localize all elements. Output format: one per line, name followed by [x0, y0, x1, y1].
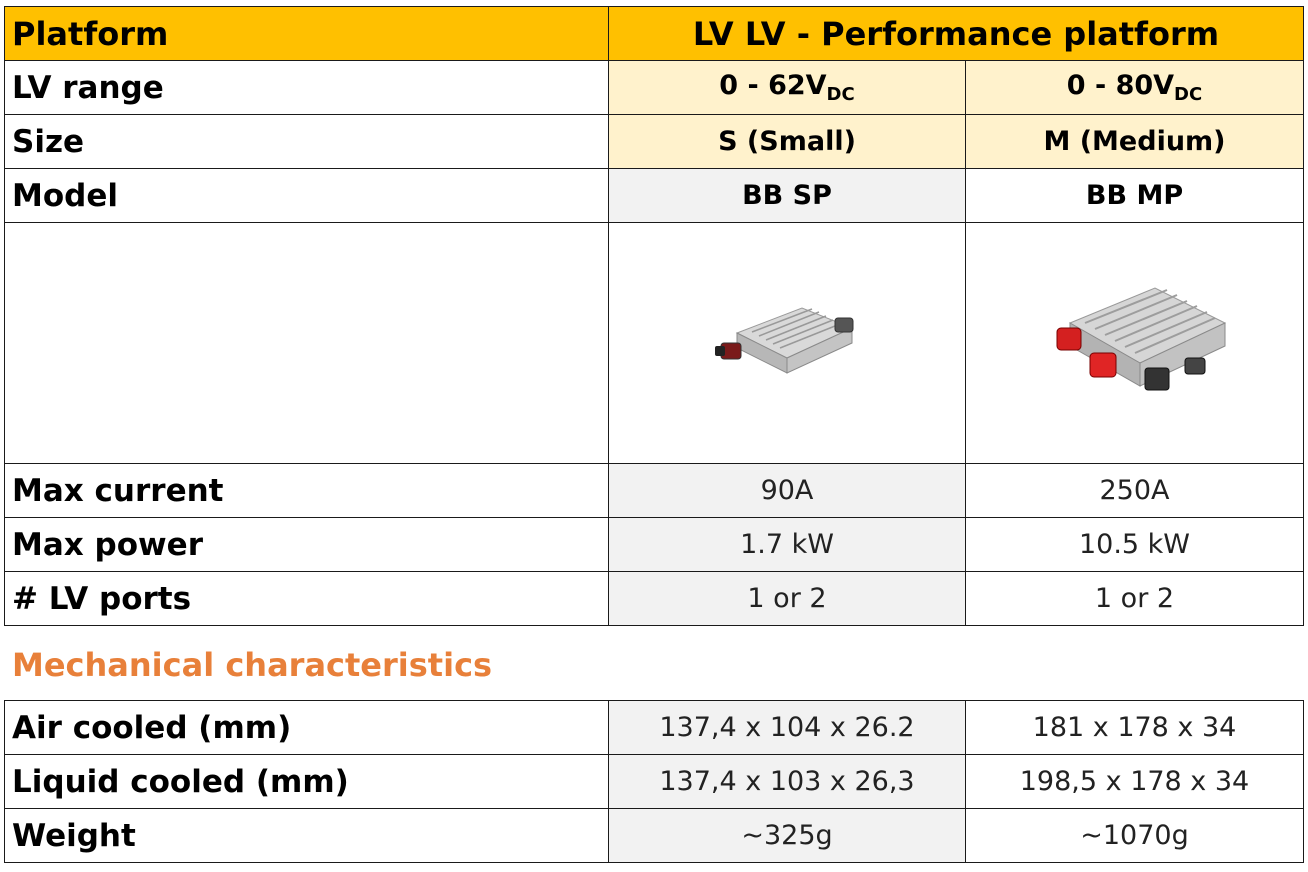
liquid-cooled-row: Liquid cooled (mm) 137,4 x 103 x 26,3 19… — [4, 754, 1304, 809]
weight-s: ~325g — [608, 808, 966, 863]
image-s-cell — [608, 222, 966, 464]
liquid-cooled-m: 198,5 x 178 x 34 — [965, 754, 1304, 809]
spec-table: Platform LV LV - Performance platform LV… — [4, 6, 1304, 626]
mechanical-table: Air cooled (mm) 137,4 x 104 x 26.2 181 x… — [4, 700, 1304, 863]
lv-ports-s: 1 or 2 — [608, 571, 966, 626]
weight-label: Weight — [4, 808, 609, 863]
max-current-label: Max current — [4, 463, 609, 518]
medium-converter-image — [1056, 287, 1226, 391]
liquid-cooled-s: 137,4 x 103 x 26,3 — [608, 754, 966, 809]
max-current-m: 250A — [965, 463, 1304, 518]
size-s: S (Small) — [608, 114, 966, 169]
size-label: Size — [4, 114, 609, 169]
lv-range-s: 0 - 62VDC — [608, 60, 966, 115]
lv-range-label: LV range — [4, 60, 609, 115]
weight-row: Weight ~325g ~1070g — [4, 808, 1304, 863]
size-row: Size S (Small) M (Medium) — [4, 114, 1304, 169]
small-converter-image — [715, 307, 854, 374]
max-power-m: 10.5 kW — [965, 517, 1304, 572]
max-power-label: Max power — [4, 517, 609, 572]
lv-ports-label: # LV ports — [4, 571, 609, 626]
lv-ports-m: 1 or 2 — [965, 571, 1304, 626]
lv-range-s-value: 0 - 62V — [719, 70, 827, 101]
lv-range-m: 0 - 80VDC — [965, 60, 1304, 115]
air-cooled-label: Air cooled (mm) — [4, 700, 609, 755]
lv-range-row: LV range 0 - 62VDC 0 - 80VDC — [4, 60, 1304, 115]
liquid-cooled-label: Liquid cooled (mm) — [4, 754, 609, 809]
air-cooled-row: Air cooled (mm) 137,4 x 104 x 26.2 181 x… — [4, 700, 1304, 755]
model-row: Model BB SP BB MP — [4, 168, 1304, 223]
model-s: BB SP — [608, 168, 966, 223]
max-power-s: 1.7 kW — [608, 517, 966, 572]
weight-m: ~1070g — [965, 808, 1304, 863]
section-title: Mechanical characteristics — [12, 646, 493, 684]
air-cooled-s: 137,4 x 104 x 26.2 — [608, 700, 966, 755]
image-row-label — [4, 222, 609, 464]
lv-ports-row: # LV ports 1 or 2 1 or 2 — [4, 571, 1304, 626]
platform-label: Platform — [4, 6, 609, 61]
image-row — [4, 222, 1304, 464]
model-label: Model — [4, 168, 609, 223]
lv-range-m-unit: DC — [1174, 84, 1203, 105]
platform-row: Platform LV LV - Performance platform — [4, 6, 1304, 61]
model-m: BB MP — [965, 168, 1304, 223]
max-power-row: Max power 1.7 kW 10.5 kW — [4, 517, 1304, 572]
lv-range-m-value: 0 - 80V — [1066, 70, 1175, 101]
max-current-row: Max current 90A 250A — [4, 463, 1304, 518]
air-cooled-m: 181 x 178 x 34 — [965, 700, 1304, 755]
image-m-cell — [965, 222, 1304, 464]
max-current-s: 90A — [608, 463, 966, 518]
platform-title: LV LV - Performance platform — [608, 6, 1304, 61]
lv-range-s-unit: DC — [826, 84, 855, 105]
size-m: M (Medium) — [965, 114, 1304, 169]
